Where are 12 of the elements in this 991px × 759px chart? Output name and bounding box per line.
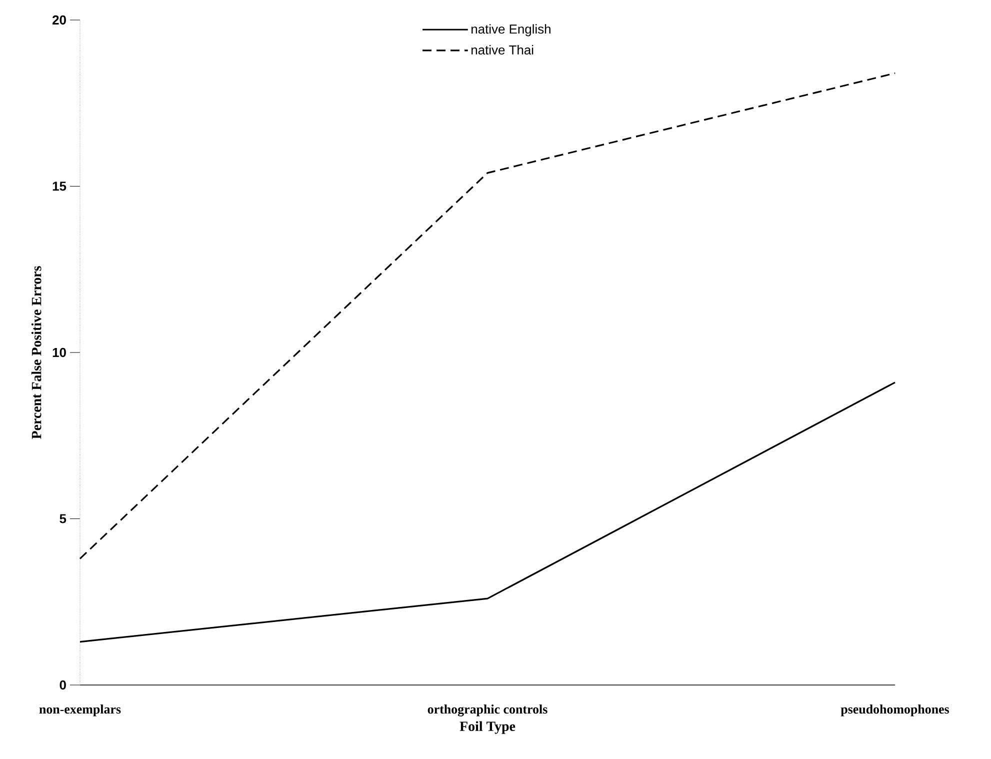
x-axis-title: Foil Type	[460, 721, 516, 734]
legend-label: native English	[472, 24, 550, 36]
legend-label: native Thai	[472, 45, 534, 55]
x-tick-label: non-exemplars	[39, 704, 121, 716]
y-tick-label: 15	[52, 182, 66, 191]
x-tick-label: pseudohomophones	[840, 704, 950, 716]
x-tick-label: orthographic controls	[428, 704, 548, 716]
y-tick-label: 0	[60, 680, 66, 690]
y-axis-title: Percent False Positive Errors	[31, 266, 42, 439]
y-tick-label: 10	[52, 348, 66, 358]
y-tick-label: 5	[60, 514, 66, 524]
y-tick-label: 20	[52, 15, 66, 25]
